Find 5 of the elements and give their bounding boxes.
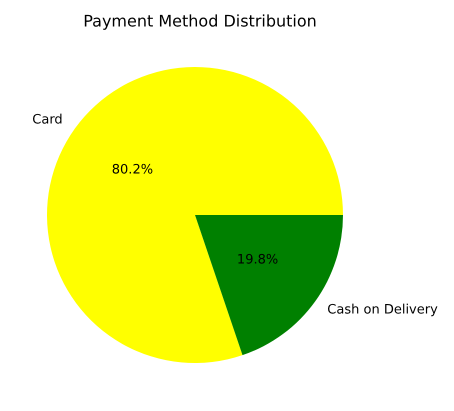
slice-label: Cash on Delivery xyxy=(327,302,438,318)
data-label: 80.2% xyxy=(112,162,154,178)
chart-title: Payment Method Distribution xyxy=(83,12,317,30)
data-label: 19.8% xyxy=(236,252,278,268)
slice-label: Card xyxy=(32,112,63,128)
